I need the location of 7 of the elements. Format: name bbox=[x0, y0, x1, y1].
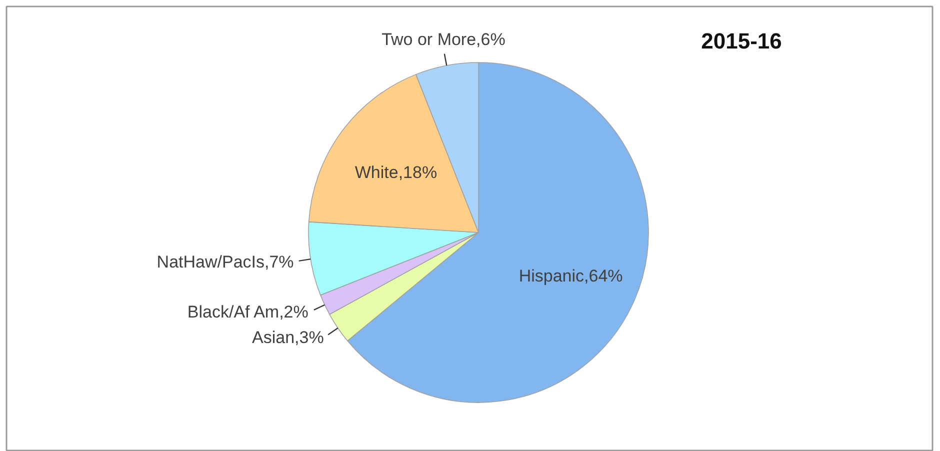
slice-label: White,18% bbox=[354, 163, 438, 182]
slice-label: Two or More,6% bbox=[382, 30, 506, 49]
slice-label: Black/Af Am,2% bbox=[187, 302, 308, 322]
slice-label: NatHaw/PacIs,7% bbox=[156, 252, 294, 272]
text: 2015-16 bbox=[701, 28, 782, 54]
slice-label: Hispanic,64% bbox=[518, 266, 623, 286]
slice-label: Asian,3% bbox=[252, 328, 324, 348]
